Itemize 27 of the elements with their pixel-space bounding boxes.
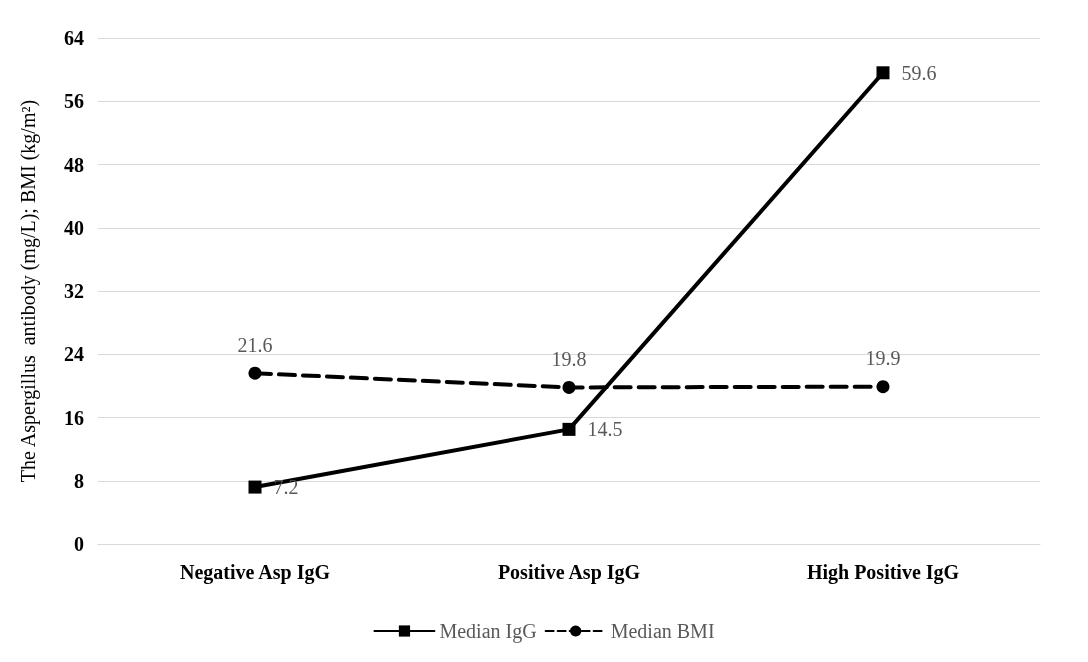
y-tick-label: 48: [64, 153, 84, 176]
y-axis-title: The Aspergillus antibody (mg/L); BMI (kg/m²): [17, 99, 40, 483]
y-tick-label: 56: [64, 90, 84, 113]
y-tick-label: 24: [64, 343, 84, 366]
y-tick-label: 40: [64, 216, 84, 239]
y-tick-label: 8: [74, 469, 84, 492]
data-label: 19.8: [551, 347, 587, 370]
point: [876, 66, 890, 80]
x-tick-label: Positive Asp IgG: [497, 561, 641, 584]
y-tick-label: 32: [64, 280, 84, 302]
y-tick-label: 16: [64, 406, 84, 429]
point: [248, 480, 262, 494]
point: [562, 380, 576, 394]
point: [248, 366, 262, 380]
x-tick-label: High Positive IgG: [806, 561, 960, 584]
point: [562, 422, 576, 436]
data-label: 59.6: [901, 61, 937, 84]
data-label: 7.2: [273, 476, 299, 499]
legend-label: Median IgG: [439, 620, 537, 643]
y-tick-label: 0: [74, 533, 84, 555]
data-label: 21.6: [237, 333, 273, 356]
data-label: 19.9: [865, 347, 901, 370]
legend-label: Median BMI: [610, 620, 715, 642]
y-tick-label: 64: [64, 27, 84, 49]
x-tick-label: Negative Asp IgG: [180, 561, 331, 584]
point: [876, 380, 890, 394]
data-label: 14.5: [587, 418, 623, 441]
